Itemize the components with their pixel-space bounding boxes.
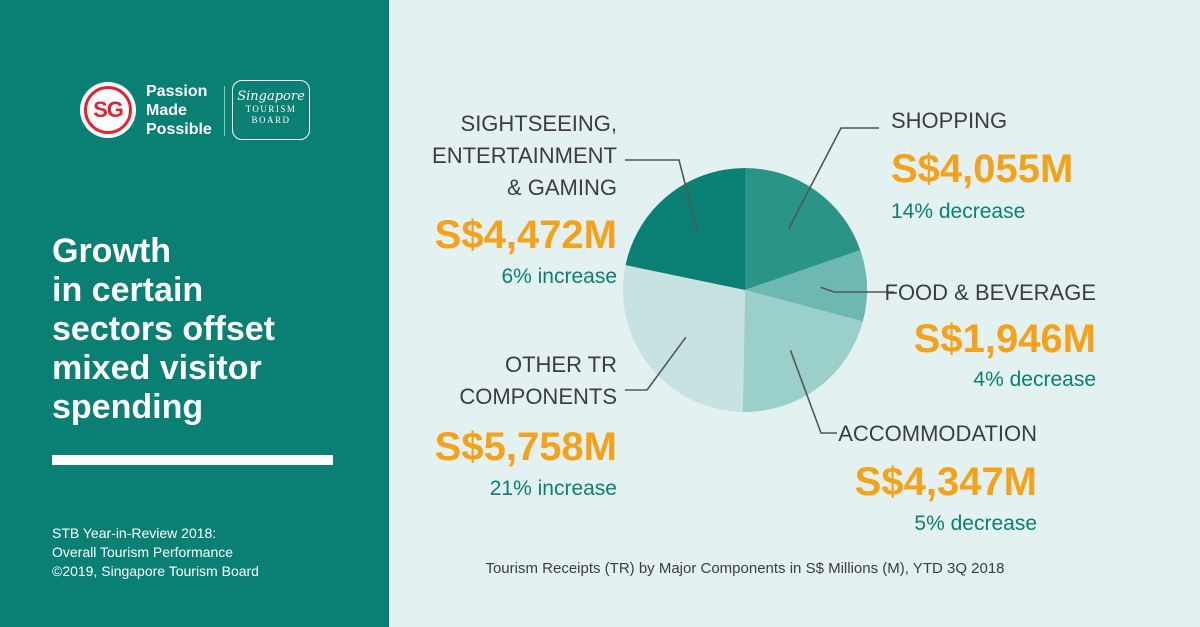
headline-line: mixed visitor — [52, 349, 262, 387]
slice-label: & GAMING — [507, 175, 617, 200]
slice-value: S$1,946M — [914, 317, 1096, 361]
tagline-line: Possible — [146, 121, 212, 138]
brand-tagline: Passion Made Possible — [146, 82, 212, 139]
tagline-line: Passion — [146, 83, 208, 100]
slice-change: 6% increase — [501, 265, 617, 288]
credit-line: Overall Tourism Performance — [52, 544, 234, 560]
stb-logo-caps: TOURISM — [245, 104, 297, 114]
stb-logo-script: Singapore — [237, 89, 305, 104]
pie-slice — [742, 290, 863, 412]
leader-line — [789, 350, 837, 434]
slice-change: 21% increase — [490, 477, 617, 500]
sg-logo: SG — [80, 82, 136, 138]
slice-value: S$5,758M — [435, 425, 617, 469]
pie-slice — [745, 250, 867, 322]
pie-slice — [745, 168, 861, 290]
left-panel: SG Passion Made Possible Singapore TOURI… — [0, 0, 389, 627]
pie-slice — [625, 168, 745, 290]
leader-line — [820, 286, 894, 293]
headline-line: in certain — [52, 271, 204, 309]
stb-logo-caps: BOARD — [251, 115, 291, 125]
credit-line: ©2019, Singapore Tourism Board — [52, 563, 259, 579]
slice-label: COMPONENTS — [459, 384, 617, 409]
slice-change: 4% decrease — [973, 368, 1096, 391]
slice-label: SHOPPING — [891, 108, 1007, 133]
credits: STB Year-in-Review 2018: Overall Tourism… — [52, 524, 259, 581]
chart-panel: SHOPPING S$4,055M 14% decrease FOOD & BEVER… — [389, 0, 1200, 627]
stb-logo: Singapore TOURISM BOARD — [232, 80, 310, 140]
slice-label: ENTERTAINMENT — [432, 143, 617, 168]
tagline-line: Made — [146, 102, 187, 119]
slice-label: SIGHTSEEING, — [461, 111, 617, 136]
headline-line: spending — [52, 388, 204, 426]
slice-label: ACCOMMODATION — [838, 421, 1037, 446]
leader-line — [625, 336, 687, 391]
headline: Growth in certain sectors offset mixed v… — [52, 232, 372, 427]
slice-change: 14% decrease — [891, 200, 1025, 223]
slice-value: S$4,055M — [891, 147, 1073, 191]
headline-underline — [52, 455, 333, 465]
slice-value: S$4,472M — [435, 213, 617, 257]
slice-label: FOOD & BEVERAGE — [885, 280, 1097, 305]
pie-chart: SHOPPING S$4,055M 14% decrease FOOD & BEVER… — [432, 108, 1097, 577]
leader-line — [625, 159, 699, 232]
sg-logo-text: SG — [93, 97, 124, 122]
slice-label: OTHER TR — [505, 352, 617, 377]
slice-value: S$4,347M — [855, 460, 1037, 504]
chart-caption: Tourism Receipts (TR) by Major Component… — [485, 560, 1004, 577]
headline-line: sectors offset — [52, 310, 275, 348]
logo-divider — [224, 86, 225, 136]
leader-line — [788, 127, 879, 229]
sg-logo-ring — [84, 86, 132, 134]
credit-line: STB Year-in-Review 2018: — [52, 525, 217, 541]
slice-change: 5% decrease — [914, 512, 1037, 535]
headline-line: Growth — [52, 232, 171, 270]
